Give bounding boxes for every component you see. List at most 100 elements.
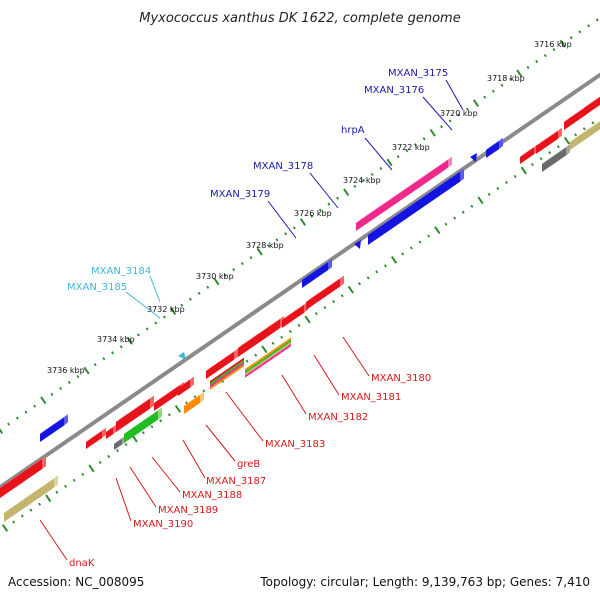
gene-leader-line bbox=[364, 137, 393, 171]
outer-tick bbox=[24, 410, 28, 414]
gene-arrow bbox=[354, 240, 361, 249]
gene-label: MXAN_3180 bbox=[371, 373, 431, 384]
gene-feature-stripe bbox=[210, 364, 244, 390]
inner-tick bbox=[81, 472, 85, 476]
outer-tick bbox=[353, 184, 357, 188]
inner-tick bbox=[332, 300, 336, 304]
outer-tick bbox=[256, 247, 263, 256]
gene-label: MXAN_3188 bbox=[182, 490, 242, 501]
outer-tick bbox=[318, 208, 322, 212]
genome-backbone bbox=[0, 72, 600, 490]
gene-feature-box bbox=[184, 391, 204, 414]
gene-feature-stripe bbox=[210, 362, 244, 388]
inner-tick bbox=[513, 174, 517, 179]
inner-tick bbox=[383, 264, 387, 268]
outer-tick bbox=[310, 214, 314, 218]
outer-tick bbox=[535, 59, 539, 64]
gene-label: MXAN_3181 bbox=[341, 392, 401, 403]
gene-feature-box bbox=[116, 395, 154, 432]
inner-tick bbox=[304, 315, 311, 324]
gene-label: MXAN_3176 bbox=[364, 85, 424, 96]
outer-tick bbox=[180, 303, 184, 307]
inner-tick bbox=[496, 186, 500, 190]
outer-tick bbox=[552, 48, 556, 52]
outer-tick bbox=[0, 428, 4, 434]
outer-tick bbox=[457, 113, 461, 117]
inner-tick bbox=[107, 454, 111, 459]
gene-leader-line bbox=[182, 439, 206, 479]
outer-tick bbox=[93, 363, 97, 367]
outer-tick bbox=[343, 188, 350, 197]
inner-tick bbox=[98, 460, 102, 465]
gene-leader-line bbox=[115, 477, 132, 522]
map-title: Myxococcus xanthus DK 1622, complete gen… bbox=[139, 11, 460, 26]
outer-tick bbox=[50, 392, 54, 396]
outer-tick bbox=[266, 244, 270, 248]
gene-arrow bbox=[470, 153, 477, 162]
gene-label: MXAN_3178 bbox=[253, 161, 313, 172]
outer-tick bbox=[491, 89, 495, 93]
outer-tick bbox=[429, 128, 436, 137]
gene-label: MXAN_3189 bbox=[158, 505, 218, 516]
inner-tick bbox=[323, 305, 327, 310]
kbp-label: 3730 kbp bbox=[196, 272, 234, 281]
inner-tick bbox=[288, 329, 292, 333]
outer-tick bbox=[336, 196, 340, 200]
gene-leader-line bbox=[281, 374, 307, 415]
outer-tick bbox=[33, 404, 37, 408]
kbp-label: 3726 kbp bbox=[294, 209, 332, 218]
outer-tick bbox=[405, 149, 409, 153]
inner-tick bbox=[245, 359, 249, 363]
gene-feature-box bbox=[154, 381, 184, 411]
inner-tick bbox=[530, 162, 534, 167]
kbp-label: 3718 kbp bbox=[487, 74, 525, 83]
outer-tick bbox=[509, 77, 513, 81]
gene-feature-box bbox=[86, 427, 106, 449]
inner-tick bbox=[504, 180, 508, 185]
inner-tick bbox=[427, 234, 431, 238]
inner-tick bbox=[453, 216, 457, 220]
kbp-label: 3728 kbp bbox=[246, 241, 284, 250]
kbp-label: 3722 kbp bbox=[392, 143, 430, 152]
inner-tick bbox=[574, 133, 578, 137]
outer-tick bbox=[197, 291, 201, 295]
inner-tick bbox=[591, 121, 595, 125]
outer-tick bbox=[327, 202, 331, 206]
inner-tick bbox=[366, 276, 370, 280]
inner-tick bbox=[556, 145, 560, 149]
inner-tick bbox=[45, 494, 52, 503]
gene-feature-box bbox=[178, 376, 194, 396]
gene-feature-stripe bbox=[210, 359, 244, 386]
outer-tick bbox=[299, 218, 307, 226]
outer-tick bbox=[7, 422, 11, 426]
outer-tick bbox=[569, 36, 573, 40]
gene-feature-stripe bbox=[245, 343, 291, 378]
inner-tick bbox=[461, 210, 465, 214]
gene-leader-line bbox=[129, 466, 157, 508]
gene-feature-box bbox=[356, 156, 452, 231]
inner-tick bbox=[124, 443, 128, 447]
gene-leader-line bbox=[342, 336, 370, 377]
inner-tick bbox=[340, 294, 344, 298]
inner-tick bbox=[261, 345, 268, 354]
inner-tick bbox=[477, 196, 484, 205]
gene-label: MXAN_3187 bbox=[206, 476, 266, 487]
inner-tick bbox=[418, 240, 422, 244]
gene-feature-box bbox=[570, 120, 600, 150]
gene-arrow bbox=[178, 352, 186, 360]
outer-tick bbox=[40, 396, 47, 405]
gene-label: MXAN_3182 bbox=[308, 412, 368, 423]
top-gene-labels: MXAN_3175 MXAN_3176 hrpA MXAN_3178 MXAN_3179… bbox=[67, 68, 464, 319]
inner-tick bbox=[401, 252, 405, 256]
gene-feature-box bbox=[486, 137, 503, 158]
inner-tick bbox=[150, 425, 154, 429]
gene-leader-line bbox=[225, 391, 264, 442]
outer-tick bbox=[578, 30, 582, 34]
bottom-gene-labels: MXAN_3180 MXAN_3181 MXAN_3182 MXAN_3183 greB… bbox=[39, 336, 431, 569]
outer-tick bbox=[284, 232, 288, 236]
outer-tick bbox=[465, 107, 469, 111]
outer-tick bbox=[76, 374, 80, 379]
inner-tick bbox=[64, 484, 68, 488]
outer-tick bbox=[137, 333, 140, 337]
